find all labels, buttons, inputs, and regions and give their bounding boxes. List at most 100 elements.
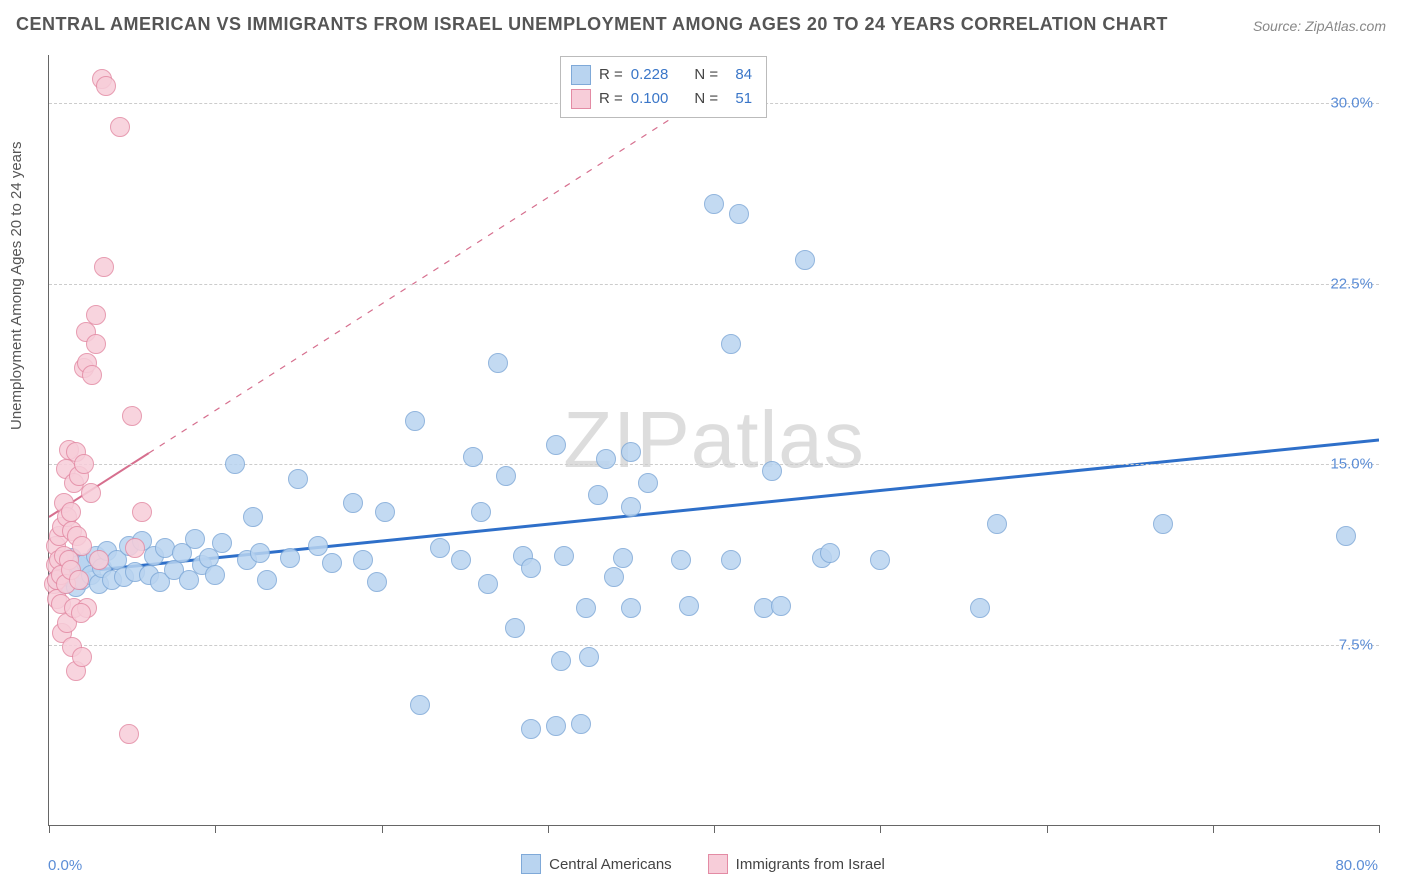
correlation-legend: R =0.228N =84R =0.100N =51: [560, 56, 767, 118]
scatter-point: [546, 435, 566, 455]
scatter-point: [721, 334, 741, 354]
scatter-point: [576, 598, 596, 618]
scatter-point: [471, 502, 491, 522]
scatter-point: [86, 305, 106, 325]
scatter-point: [205, 565, 225, 585]
scatter-point: [94, 257, 114, 277]
scatter-point: [571, 714, 591, 734]
scatter-point: [212, 533, 232, 553]
scatter-point: [579, 647, 599, 667]
scatter-point: [343, 493, 363, 513]
scatter-point: [621, 497, 641, 517]
scatter-point: [621, 442, 641, 462]
y-tick-label: 7.5%: [1339, 636, 1373, 653]
scatter-point: [243, 507, 263, 527]
scatter-point: [367, 572, 387, 592]
legend-item: Immigrants from Israel: [708, 854, 885, 874]
scatter-point: [72, 647, 92, 667]
n-value: 84: [726, 63, 752, 87]
scatter-point: [81, 483, 101, 503]
scatter-point: [72, 536, 92, 556]
r-label: R =: [599, 87, 623, 111]
scatter-point: [353, 550, 373, 570]
scatter-point: [96, 76, 116, 96]
scatter-point: [554, 546, 574, 566]
x-tick: [548, 825, 549, 833]
scatter-point: [185, 529, 205, 549]
scatter-point: [225, 454, 245, 474]
plot-area: ZIPatlas 7.5% 15.0% 22.5% 30.0%: [48, 55, 1379, 826]
scatter-point: [257, 570, 277, 590]
legend-label: Immigrants from Israel: [736, 856, 885, 873]
scatter-point: [375, 502, 395, 522]
x-tick: [1379, 825, 1380, 833]
scatter-point: [119, 724, 139, 744]
scatter-point: [729, 204, 749, 224]
y-tick-label: 30.0%: [1330, 95, 1373, 112]
x-tick: [1213, 825, 1214, 833]
scatter-point: [1336, 526, 1356, 546]
scatter-point: [521, 719, 541, 739]
y-tick-label: 15.0%: [1330, 456, 1373, 473]
scatter-point: [1153, 514, 1173, 534]
legend-row: R =0.228N =84: [571, 63, 752, 87]
scatter-point: [505, 618, 525, 638]
x-tick: [49, 825, 50, 833]
scatter-point: [621, 598, 641, 618]
trend-line-dashed: [149, 91, 714, 453]
scatter-point: [74, 454, 94, 474]
x-tick: [215, 825, 216, 833]
scatter-point: [122, 406, 142, 426]
scatter-point: [430, 538, 450, 558]
x-tick: [382, 825, 383, 833]
scatter-point: [322, 553, 342, 573]
watermark: ZIPatlas: [563, 394, 864, 486]
legend-swatch: [571, 65, 591, 85]
scatter-point: [308, 536, 328, 556]
scatter-point: [125, 538, 145, 558]
source-attribution: Source: ZipAtlas.com: [1253, 18, 1386, 34]
scatter-point: [638, 473, 658, 493]
x-tick: [880, 825, 881, 833]
scatter-point: [870, 550, 890, 570]
scatter-point: [704, 194, 724, 214]
scatter-point: [671, 550, 691, 570]
legend-row: R =0.100N =51: [571, 87, 752, 111]
scatter-point: [478, 574, 498, 594]
scatter-point: [488, 353, 508, 373]
x-tick: [1047, 825, 1048, 833]
scatter-point: [762, 461, 782, 481]
gridline: [49, 645, 1379, 646]
scatter-point: [250, 543, 270, 563]
scatter-point: [71, 603, 91, 623]
scatter-point: [280, 548, 300, 568]
scatter-point: [82, 365, 102, 385]
r-value: 0.100: [631, 87, 669, 111]
scatter-point: [110, 117, 130, 137]
scatter-point: [588, 485, 608, 505]
scatter-point: [987, 514, 1007, 534]
scatter-point: [410, 695, 430, 715]
scatter-point: [463, 447, 483, 467]
n-value: 51: [726, 87, 752, 111]
y-axis-label: Unemployment Among Ages 20 to 24 years: [8, 141, 25, 430]
scatter-point: [679, 596, 699, 616]
scatter-point: [771, 596, 791, 616]
legend-swatch: [708, 854, 728, 874]
series-legend: Central AmericansImmigrants from Israel: [0, 854, 1406, 878]
scatter-point: [795, 250, 815, 270]
scatter-point: [451, 550, 471, 570]
scatter-point: [288, 469, 308, 489]
scatter-point: [596, 449, 616, 469]
r-label: R =: [599, 63, 623, 87]
gridline: [49, 464, 1379, 465]
scatter-point: [721, 550, 741, 570]
r-value: 0.228: [631, 63, 669, 87]
trend-lines-layer: [49, 55, 1379, 825]
legend-swatch: [521, 854, 541, 874]
chart-title: CENTRAL AMERICAN VS IMMIGRANTS FROM ISRA…: [16, 14, 1168, 35]
scatter-point: [604, 567, 624, 587]
scatter-point: [496, 466, 516, 486]
y-tick-label: 22.5%: [1330, 275, 1373, 292]
scatter-point: [61, 502, 81, 522]
